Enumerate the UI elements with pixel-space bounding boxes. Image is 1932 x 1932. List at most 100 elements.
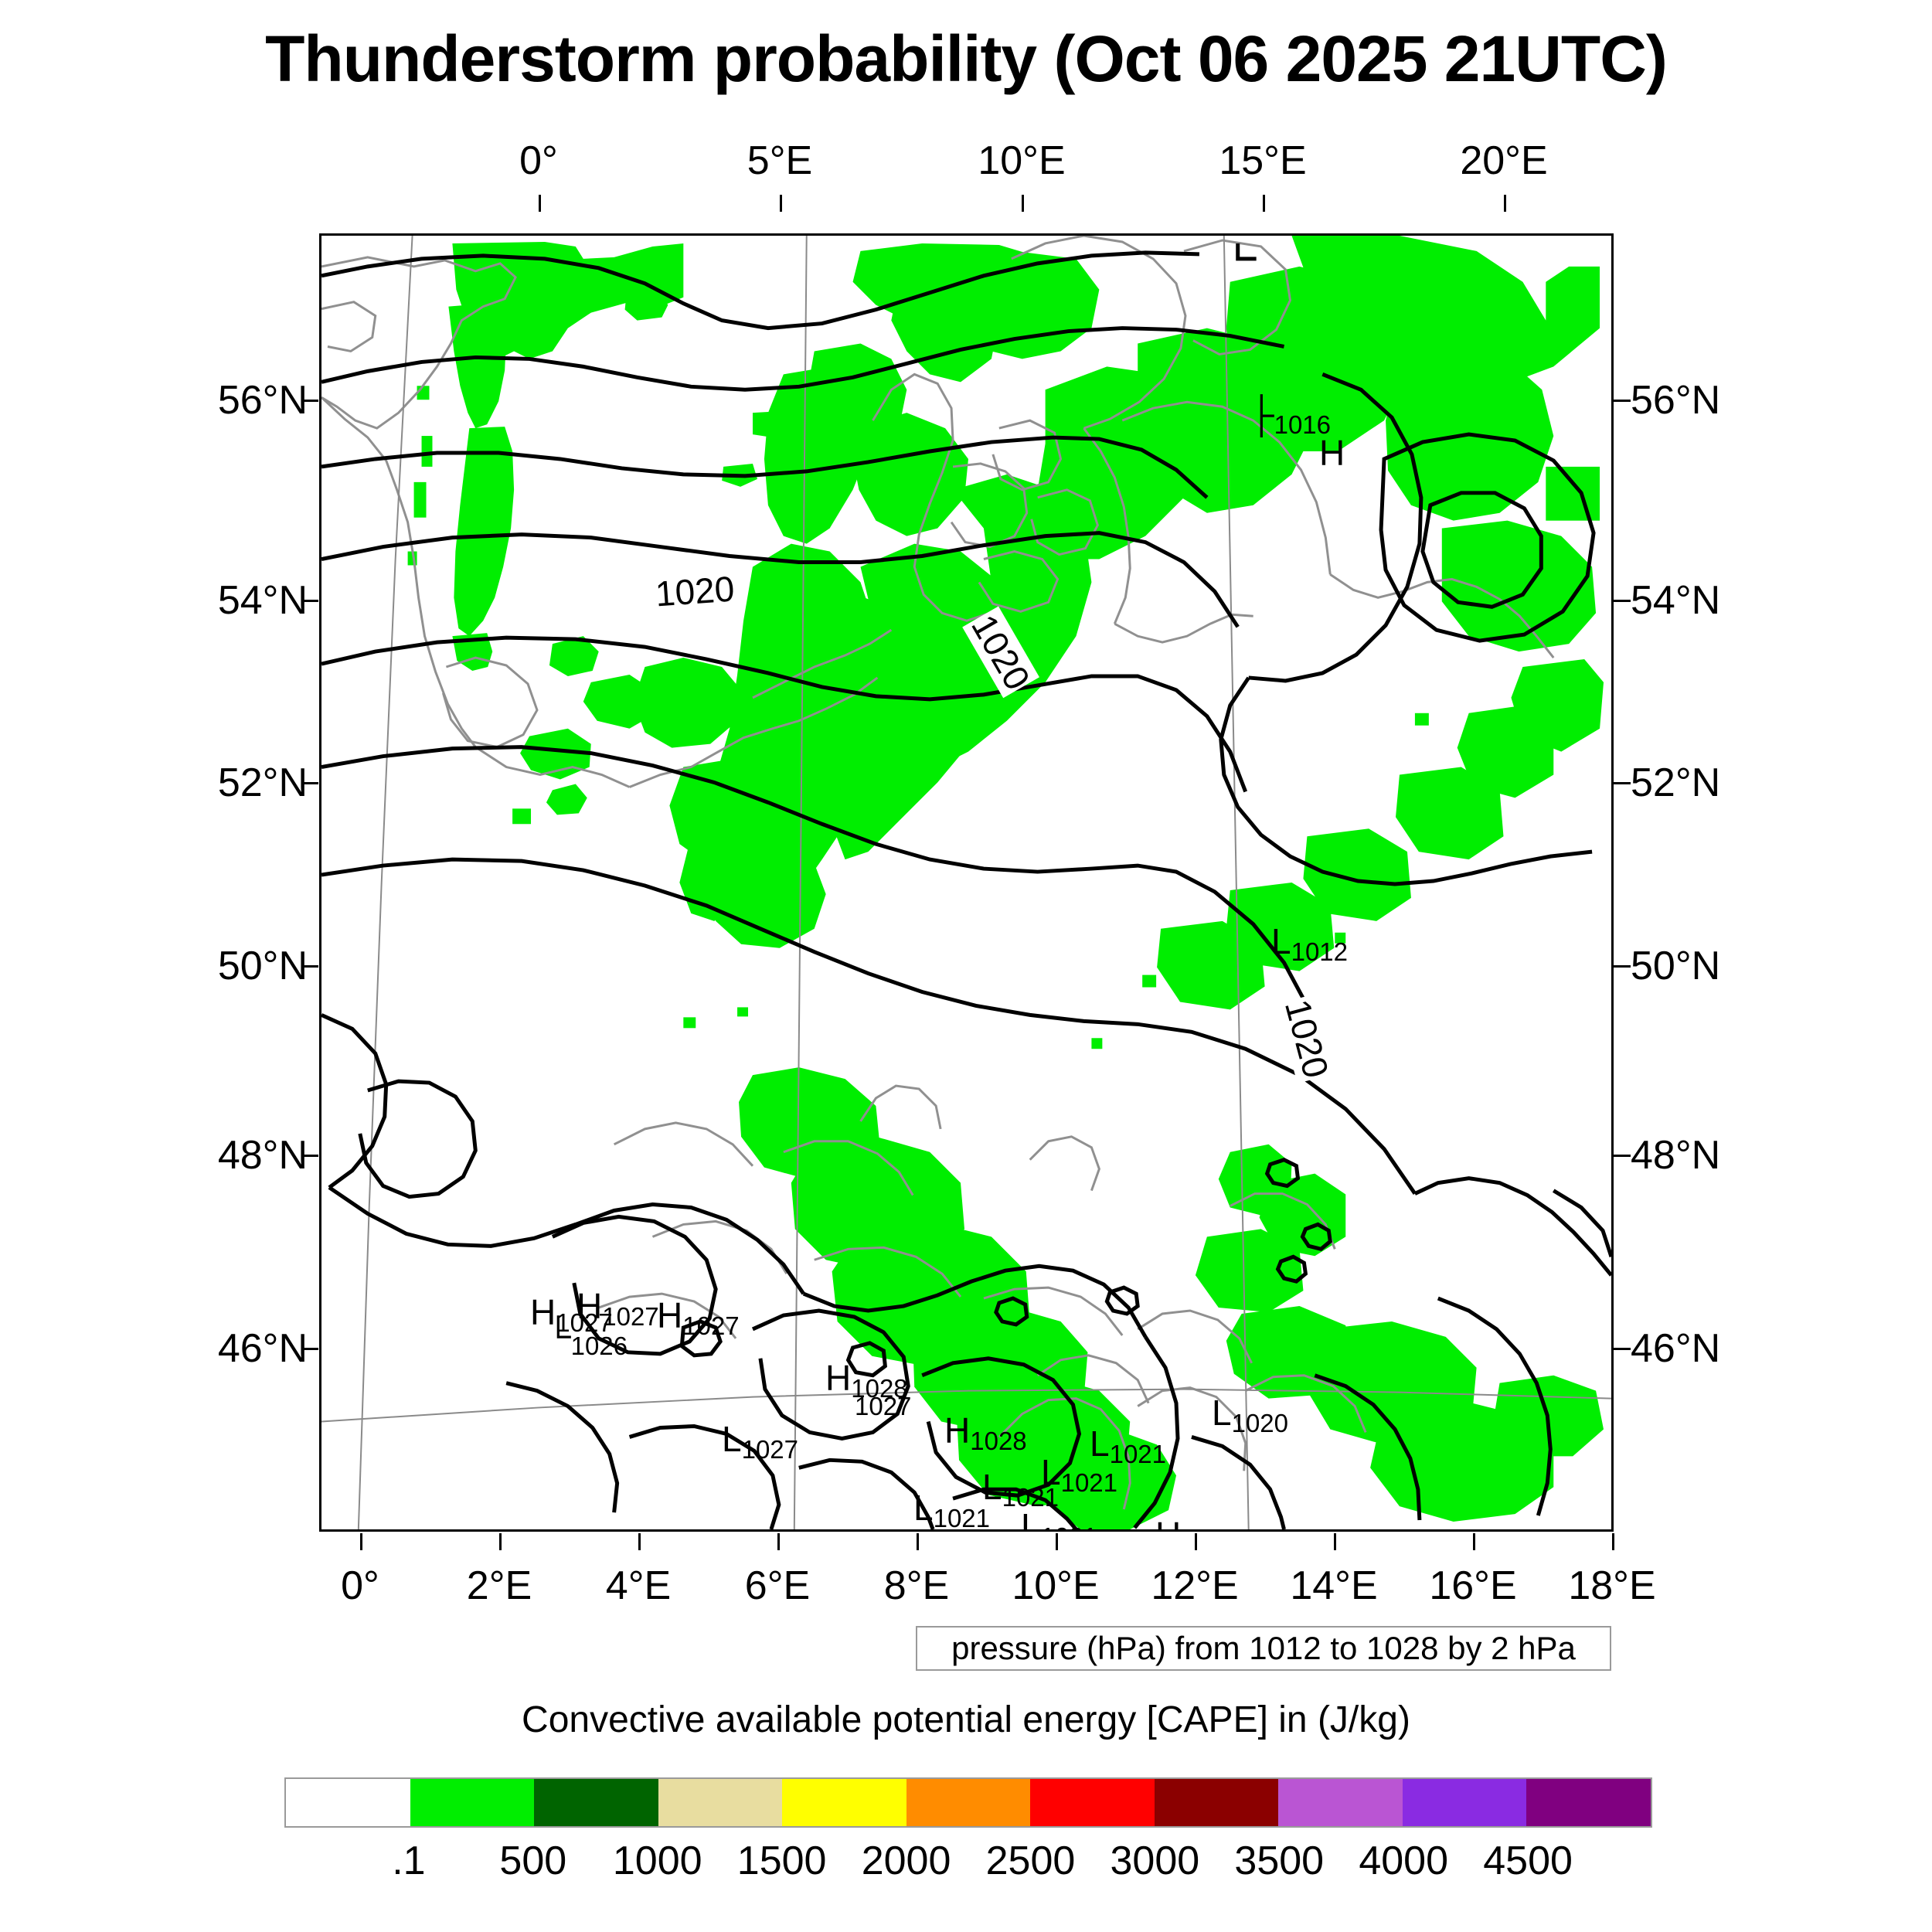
pressure-center-letter: L: [982, 1467, 1002, 1507]
colorbar-segment: [1402, 1779, 1527, 1826]
pressure-center-marker: H: [1319, 435, 1345, 471]
cape-colorbar: [284, 1777, 1652, 1828]
lat-tick-left: [301, 1155, 318, 1157]
lon-label-bottom: 18°E: [1568, 1563, 1656, 1608]
pressure-center-letter: └: [546, 1315, 571, 1355]
lat-label-left: 50°N: [217, 944, 308, 988]
pressure-center-marker: L1021: [1021, 1509, 1097, 1529]
pressure-legend-box: pressure (hPa) from 1012 to 1028 by 2 hP…: [916, 1626, 1611, 1671]
pressure-center-marker: L1027: [722, 1419, 798, 1462]
lon-label-bottom: 8°E: [883, 1563, 950, 1608]
pressure-center-value: 1021: [1109, 1440, 1167, 1468]
lon-label-bottom: 0°: [341, 1563, 379, 1608]
colorbar-tick-labels: .1 500 1000 1500 2000 2500 3000 3500 4000 4500: [284, 1838, 1652, 1884]
lon-label-top: 10°E: [978, 138, 1066, 183]
pressure-center-letter: L: [913, 1488, 934, 1528]
lon-label-bottom: 14°E: [1290, 1563, 1378, 1608]
lat-tick-left: [301, 782, 318, 784]
pressure-center-value: 1021: [1060, 1468, 1118, 1497]
pressure-center-letter: L: [1041, 1452, 1061, 1492]
lat-tick-right: [1614, 400, 1631, 402]
pressure-legend-text: pressure (hPa) from 1012 to 1028 by 2 hP…: [951, 1630, 1576, 1666]
lon-tick-top: [780, 195, 782, 212]
pressure-center-marker: H1027: [577, 1286, 659, 1329]
lon-tick-bottom: [1195, 1533, 1197, 1550]
pressure-center-letter: L: [1090, 1423, 1110, 1464]
pressure-center-marker: L1021: [982, 1467, 1059, 1510]
pressure-center-marker: L1012: [1271, 921, 1348, 964]
lon-label-bottom: 12°E: [1151, 1563, 1239, 1608]
lat-label-left: 48°N: [217, 1133, 308, 1178]
lat-tick-right: [1614, 1348, 1631, 1350]
colorbar-label: 3500: [1234, 1838, 1325, 1883]
lat-label-right: 46°N: [1631, 1326, 1721, 1371]
pressure-center-marker: L1021: [913, 1488, 990, 1529]
pressure-center-letter: H: [825, 1358, 852, 1398]
pressure-center-marker: L1021: [1041, 1452, 1117, 1495]
lat-tick-right: [1614, 782, 1631, 784]
lon-tick-bottom: [1334, 1533, 1336, 1550]
colorbar-segment: [658, 1779, 783, 1826]
colorbar-segment: [286, 1779, 410, 1826]
pressure-center-value: 1016: [1274, 410, 1332, 439]
pressure-center-letter: L: [1271, 921, 1291, 961]
pressure-center-marker: ├1016: [1249, 394, 1331, 437]
pressure-center-value: 1026: [570, 1332, 628, 1360]
pressure-center-letter: H: [577, 1286, 603, 1326]
lat-tick-left: [301, 400, 318, 402]
lat-label-left: 52°N: [217, 760, 308, 805]
pressure-center-letter: H: [944, 1410, 971, 1451]
pressure-center-value: 1021: [1002, 1483, 1060, 1512]
colorbar-label: 1000: [612, 1838, 702, 1883]
pressure-center-value: 1021: [1041, 1522, 1097, 1529]
lat-tick-left: [301, 600, 318, 602]
isobar-value-label: 1020: [652, 567, 738, 615]
pressure-center-marker: H1028: [944, 1410, 1027, 1454]
colorbar-label: .1: [392, 1838, 426, 1883]
colorbar-segment: [906, 1779, 1031, 1826]
lon-label-top: 15°E: [1219, 138, 1307, 183]
lat-tick-right: [1614, 965, 1631, 968]
pressure-center-marker: H1027: [530, 1292, 613, 1335]
lon-tick-bottom: [360, 1533, 362, 1550]
lon-label-bottom: 2°E: [466, 1563, 532, 1608]
pressure-center-marker: └1026: [546, 1315, 628, 1359]
lon-tick-top: [1263, 195, 1265, 212]
map-plot-area: H1027 H1027 └1026 H1027 L1027 H1028 1027 H1028 L…: [319, 233, 1614, 1532]
pressure-center-letter: L: [722, 1419, 742, 1459]
pressure-center-value: 1027: [741, 1435, 799, 1464]
pressure-center-letter: H: [1319, 433, 1345, 473]
lon-label-top: 20°E: [1460, 138, 1548, 183]
lat-label-left: 46°N: [217, 1326, 308, 1371]
pressure-center-marker: 1027: [855, 1378, 911, 1419]
colorbar-label: 2000: [861, 1838, 951, 1883]
pressure-center-letter: H: [530, 1292, 556, 1332]
pressure-center-value: 1022: [1181, 1531, 1237, 1532]
colorbar-segment: [410, 1779, 535, 1826]
pressure-center-value: 1020: [1231, 1409, 1289, 1437]
colorbar-segment: [782, 1779, 906, 1826]
pressure-center-value: 1027: [682, 1311, 740, 1340]
pressure-center-marker: H1027: [657, 1298, 740, 1338]
lat-tick-right: [1614, 1155, 1631, 1157]
pressure-center-letter: H: [1155, 1515, 1181, 1529]
lat-label-right: 56°N: [1631, 378, 1721, 423]
colorbar-segment: [1030, 1779, 1155, 1826]
lat-tick-right: [1614, 600, 1631, 602]
lon-tick-top: [539, 195, 541, 212]
colorbar-label: 4500: [1483, 1838, 1573, 1883]
pressure-center-marker: H 1022: [1155, 1515, 1238, 1532]
lat-label-left: 56°N: [217, 378, 308, 423]
page-title: Thunderstorm probability (Oct 06 2025 21…: [265, 22, 1668, 95]
pressure-center-letter: ├: [1249, 394, 1274, 434]
weather-map-canvas: [321, 236, 1611, 1529]
pressure-center-value: 1027: [855, 1392, 912, 1420]
lat-label-right: 50°N: [1631, 944, 1721, 988]
lon-tick-bottom: [1473, 1533, 1475, 1550]
colorbar-segment: [1154, 1779, 1279, 1826]
lat-label-left: 54°N: [217, 578, 308, 623]
lon-tick-bottom: [917, 1533, 919, 1550]
lon-tick-top: [1022, 195, 1024, 212]
lat-label-right: 52°N: [1631, 760, 1721, 805]
colorbar-segment: [1278, 1779, 1403, 1826]
